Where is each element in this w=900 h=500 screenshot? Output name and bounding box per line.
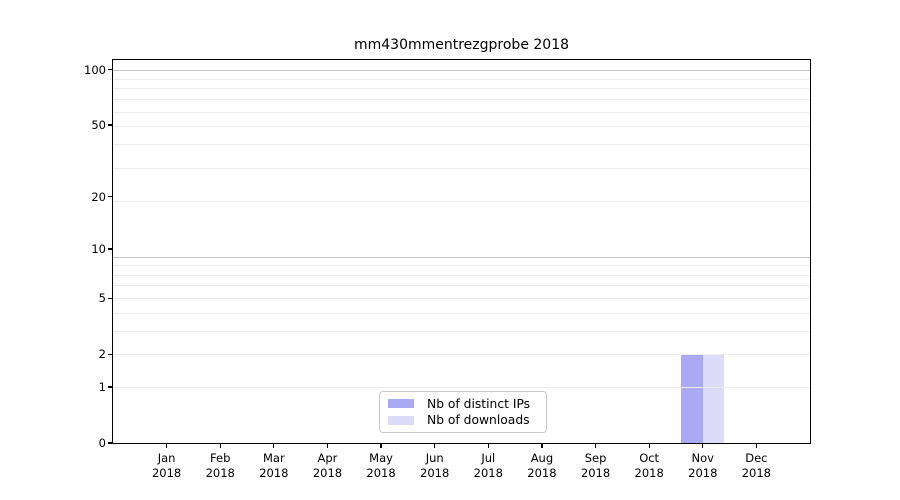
month-line: Sep	[584, 451, 607, 465]
x-tick	[166, 444, 168, 448]
major-gridline	[112, 256, 810, 258]
month-line: Feb	[210, 451, 231, 465]
y-tick-label: 100	[84, 62, 106, 77]
bar-distinct-ips	[681, 353, 703, 443]
x-tick	[434, 444, 436, 448]
y-tick-label: 1	[98, 379, 106, 394]
month-line: May	[369, 451, 393, 465]
month-line: Jul	[481, 451, 496, 465]
y-tick	[108, 386, 112, 388]
y-tick	[108, 297, 112, 299]
minor-gridline	[112, 386, 810, 388]
minor-gridline	[112, 99, 810, 101]
year-line: 2018	[473, 465, 503, 480]
minor-gridline	[112, 265, 810, 267]
year-line: 2018	[634, 465, 664, 480]
legend-item-distinct-ips: Nb of distinct IPs	[388, 397, 538, 411]
y-tick-label: 50	[91, 118, 106, 133]
month-line: Jun	[425, 451, 444, 465]
month-line: Nov	[691, 451, 714, 465]
y-tick	[108, 196, 112, 198]
minor-gridline	[112, 200, 810, 202]
major-gridline	[112, 70, 810, 72]
month-line: Aug	[530, 451, 554, 465]
x-tick	[219, 444, 221, 448]
y-tick	[108, 69, 112, 71]
y-tick	[108, 248, 112, 250]
plot-area	[111, 58, 811, 444]
minor-gridline	[112, 285, 810, 287]
plot-canvas	[112, 60, 810, 443]
legend-label: Nb of distinct IPs	[427, 396, 531, 411]
x-tick	[380, 444, 382, 448]
x-tick-label: Jul 2018	[464, 451, 512, 480]
year-line: 2018	[312, 465, 343, 480]
legend: Nb of distinct IPs Nb of downloads	[379, 391, 547, 433]
minor-gridline	[112, 274, 810, 276]
y-tick-label: 5	[98, 291, 106, 306]
distinct-ips-swatch	[388, 399, 414, 409]
x-tick-label: Jan 2018	[143, 451, 191, 480]
x-tick	[487, 444, 489, 448]
minor-gridline	[112, 312, 810, 314]
month-line: Jan	[157, 451, 176, 465]
year-line: 2018	[580, 465, 611, 480]
minor-gridline	[112, 78, 810, 80]
x-tick-label: Mar 2018	[250, 451, 298, 480]
x-tick	[326, 444, 329, 448]
x-tick-label: May 2018	[357, 451, 405, 480]
minor-gridline	[112, 353, 810, 355]
x-tick	[648, 444, 650, 448]
y-tick-label: 0	[98, 436, 106, 450]
x-tick-label: Sep 2018	[572, 451, 620, 480]
year-line: 2018	[527, 465, 557, 480]
month-line: Mar	[262, 451, 285, 465]
year-line: 2018	[366, 465, 396, 480]
y-tick	[108, 442, 112, 444]
x-tick-label: Dec 2018	[732, 451, 780, 480]
minor-gridline	[112, 111, 810, 113]
x-tick	[702, 444, 704, 448]
bar-downloads	[702, 353, 724, 443]
minor-gridline	[112, 297, 810, 299]
x-tick	[541, 444, 543, 448]
year-line: 2018	[151, 465, 182, 480]
minor-gridline	[112, 167, 810, 169]
y-tick-label: 10	[91, 242, 106, 257]
x-tick	[594, 444, 597, 448]
x-tick-label: Nov 2018	[679, 451, 727, 480]
minor-gridline	[112, 144, 810, 146]
x-tick-label: Jun 2018	[411, 451, 459, 480]
minor-gridline	[112, 126, 810, 128]
legend-label: Nb of downloads	[427, 413, 530, 428]
chart-title: mm430mmentrezgprobe 2018	[353, 37, 570, 53]
y-tick	[108, 124, 112, 126]
month-line: Apr	[317, 451, 338, 465]
y-tick	[108, 353, 112, 355]
y-tick-label: 2	[98, 347, 106, 362]
year-line: 2018	[205, 465, 235, 480]
minor-gridline	[112, 88, 810, 90]
downloads-swatch	[388, 415, 414, 425]
x-tick	[755, 444, 757, 448]
month-line: Dec	[745, 451, 768, 465]
x-tick	[273, 444, 275, 448]
x-tick-label: Oct 2018	[625, 451, 673, 480]
year-line: 2018	[420, 465, 450, 480]
minor-gridline	[112, 330, 810, 332]
x-tick-label: Aug 2018	[518, 451, 566, 480]
year-line: 2018	[741, 465, 772, 480]
year-line: 2018	[259, 465, 289, 480]
month-line: Oct	[639, 451, 660, 465]
legend-item-downloads: Nb of downloads	[388, 413, 538, 427]
x-tick-label: Feb 2018	[196, 451, 244, 480]
y-tick-label: 20	[91, 189, 106, 204]
x-tick-label: Apr 2018	[303, 451, 351, 480]
year-line: 2018	[688, 465, 718, 480]
